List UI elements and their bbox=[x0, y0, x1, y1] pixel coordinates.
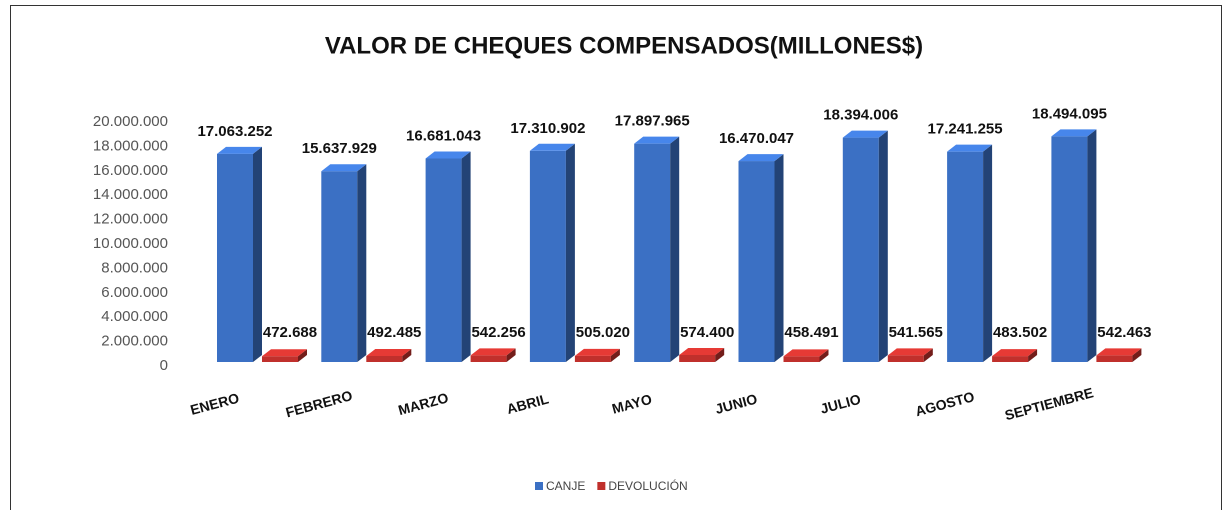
legend-label: CANJE bbox=[546, 479, 585, 493]
bar bbox=[366, 355, 403, 362]
bar-side bbox=[878, 130, 888, 362]
chart-border bbox=[10, 5, 1222, 510]
bar bbox=[783, 356, 820, 362]
bar bbox=[947, 151, 984, 362]
bar bbox=[634, 143, 671, 362]
data-label: 15.637.929 bbox=[302, 140, 377, 157]
data-label: 542.256 bbox=[471, 324, 525, 341]
bar bbox=[470, 355, 507, 362]
bar bbox=[1096, 355, 1133, 362]
data-label: 17.063.252 bbox=[197, 123, 272, 140]
y-tick-label: 2.000.000 bbox=[101, 333, 168, 350]
bar-side bbox=[1132, 348, 1142, 362]
y-tick-label: 20.000.000 bbox=[93, 113, 168, 130]
bar bbox=[738, 161, 775, 362]
data-label: 542.463 bbox=[1097, 324, 1151, 341]
bar bbox=[262, 356, 298, 362]
bar-top bbox=[217, 146, 262, 154]
bar-side bbox=[1028, 349, 1038, 362]
y-tick-label: 0 bbox=[160, 357, 168, 374]
bar-side bbox=[819, 349, 829, 362]
data-label: 17.897.965 bbox=[615, 113, 690, 130]
bar bbox=[425, 158, 462, 362]
data-label: 16.470.047 bbox=[719, 130, 794, 147]
y-tick-label: 18.000.000 bbox=[93, 137, 168, 154]
legend-swatch bbox=[597, 482, 606, 490]
bar-side bbox=[357, 164, 367, 362]
bar-top bbox=[947, 144, 993, 152]
data-label: 16.681.043 bbox=[406, 127, 481, 144]
bar bbox=[574, 355, 611, 362]
bar-side bbox=[402, 348, 412, 362]
bar-top bbox=[366, 348, 412, 356]
data-label: 472.688 bbox=[263, 324, 317, 341]
data-label: 541.565 bbox=[889, 324, 943, 341]
y-tick-label: 6.000.000 bbox=[101, 284, 168, 301]
bar-top bbox=[738, 154, 784, 162]
bar-top bbox=[574, 348, 620, 356]
y-tick-label: 4.000.000 bbox=[101, 308, 168, 325]
bar bbox=[842, 137, 879, 362]
y-tick-label: 8.000.000 bbox=[101, 259, 168, 276]
bar bbox=[529, 150, 566, 362]
data-label: 18.494.095 bbox=[1032, 105, 1107, 122]
bar-top bbox=[887, 348, 933, 356]
bar-side bbox=[670, 136, 680, 362]
bar-top bbox=[321, 164, 367, 172]
data-label: 492.485 bbox=[367, 324, 421, 341]
data-label: 505.020 bbox=[576, 324, 630, 341]
data-label: 458.491 bbox=[784, 324, 838, 341]
bar-top bbox=[1051, 129, 1097, 137]
bar-side bbox=[923, 348, 933, 362]
bar-side bbox=[565, 143, 575, 362]
bar-side bbox=[461, 151, 471, 362]
bar bbox=[992, 356, 1029, 362]
bar-top bbox=[425, 151, 471, 159]
y-tick-label: 12.000.000 bbox=[93, 211, 168, 228]
bar-top bbox=[842, 130, 888, 138]
bar-top bbox=[262, 349, 307, 357]
bar-top bbox=[529, 143, 575, 151]
legend-swatch bbox=[535, 482, 543, 490]
data-label: 574.400 bbox=[680, 324, 734, 341]
bar bbox=[1051, 136, 1088, 362]
bar-top bbox=[783, 349, 829, 357]
bar-side bbox=[506, 348, 516, 362]
y-tick-label: 10.000.000 bbox=[93, 235, 168, 252]
data-label: 17.241.255 bbox=[928, 121, 1003, 138]
y-tick-label: 14.000.000 bbox=[93, 186, 168, 203]
bar-top bbox=[679, 347, 725, 355]
data-label: 483.502 bbox=[993, 324, 1047, 341]
bar bbox=[887, 355, 924, 362]
bar bbox=[679, 354, 716, 362]
bar-top bbox=[634, 136, 680, 144]
bar-side bbox=[1087, 129, 1097, 362]
legend-label: DEVOLUCIÓN bbox=[608, 478, 687, 493]
bar-side bbox=[298, 349, 307, 362]
y-tick-label: 16.000.000 bbox=[93, 162, 168, 179]
bar-side bbox=[983, 144, 993, 362]
chart-title: VALOR DE CHEQUES COMPENSADOS(MILLONES$) bbox=[325, 32, 923, 59]
bar-top bbox=[1096, 348, 1142, 356]
bar-top bbox=[470, 348, 516, 356]
data-label: 18.394.006 bbox=[823, 107, 898, 124]
bar-top bbox=[992, 349, 1038, 357]
data-label: 17.310.902 bbox=[510, 120, 585, 137]
bar-side bbox=[610, 348, 620, 362]
bar-side bbox=[715, 347, 725, 362]
bar-side bbox=[253, 146, 262, 362]
bar bbox=[217, 153, 253, 362]
bar bbox=[321, 171, 358, 362]
bar-side bbox=[774, 154, 784, 362]
